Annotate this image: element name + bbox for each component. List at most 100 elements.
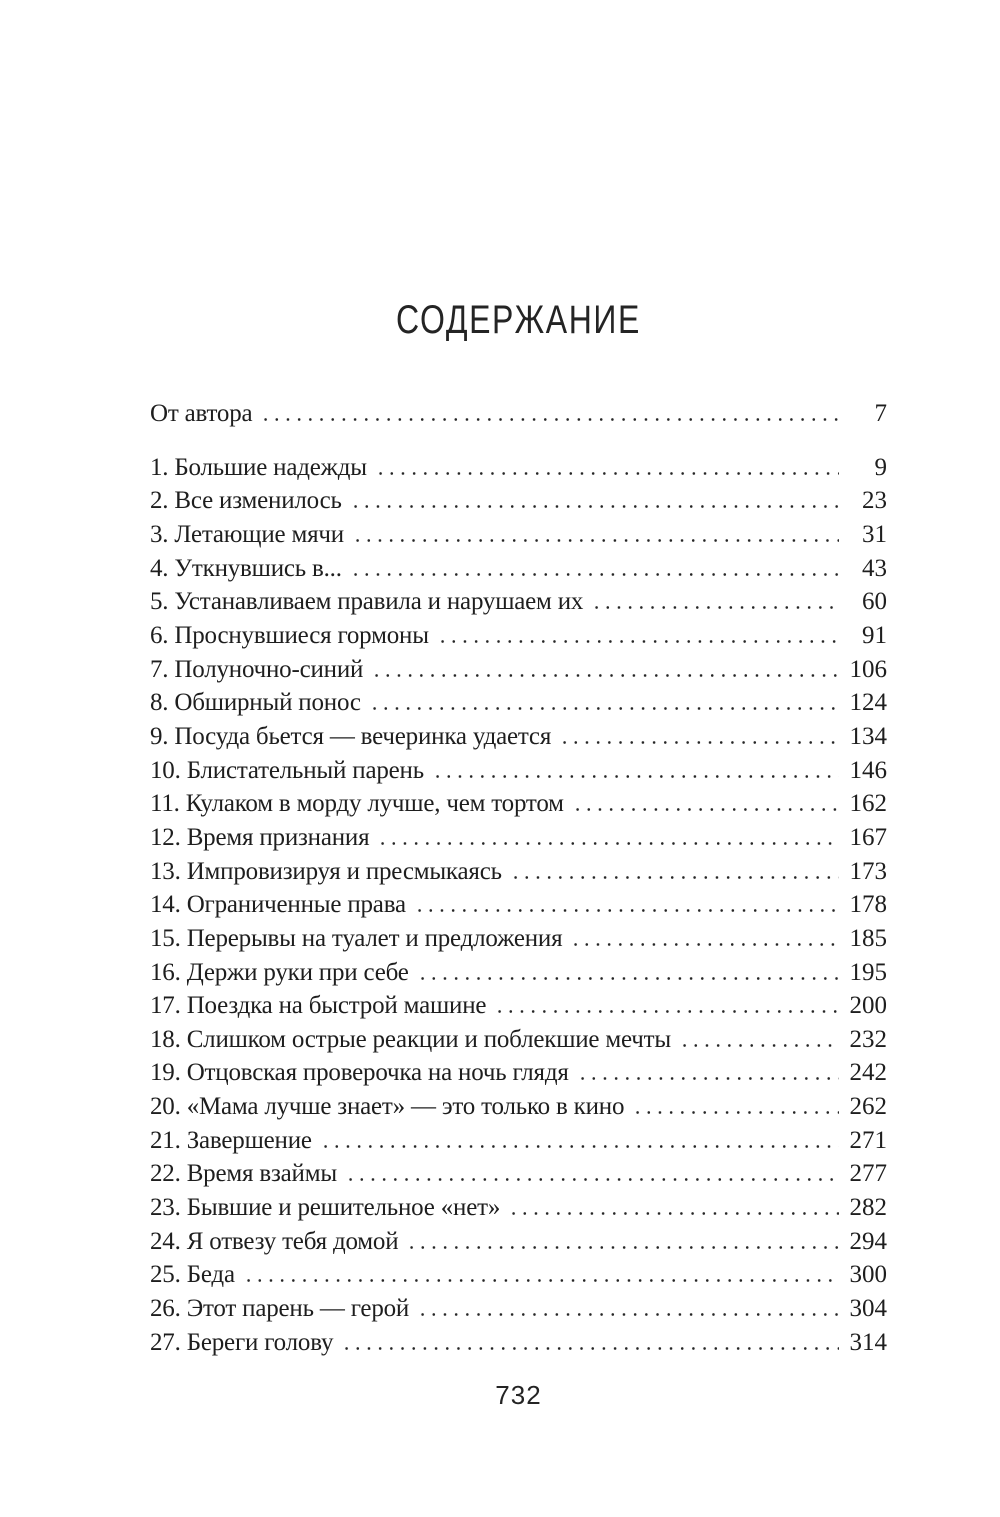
dot-leader bbox=[591, 606, 839, 610]
toc-entry: 18. Слишком острые реакции и поблекшие м… bbox=[150, 1023, 887, 1057]
toc-entry: 1. Большие надежды 9 bbox=[150, 451, 887, 485]
dot-leader bbox=[377, 841, 839, 845]
toc-entry-page: 43 bbox=[862, 554, 887, 582]
toc-entry-page: 294 bbox=[849, 1227, 888, 1255]
page-title: СОДЕРЖАНИЕ bbox=[396, 297, 641, 342]
toc-entry-page: 185 bbox=[849, 924, 888, 952]
toc-entry-page: 7 bbox=[874, 400, 888, 427]
dot-leader bbox=[417, 1313, 839, 1317]
toc-entry: 8. Обширный понос 124 bbox=[150, 686, 887, 720]
toc-entry-page: 9 bbox=[874, 453, 888, 481]
toc-entry: 11. Кулаком в морду лучше, чем тортом 16… bbox=[150, 787, 887, 821]
dot-leader bbox=[436, 639, 839, 643]
toc-entry-page: 124 bbox=[849, 689, 888, 717]
toc-entry-label: 16. Держи руки при себе bbox=[150, 958, 409, 986]
toc-entry: 13. Импровизируя и пресмыкаясь 173 bbox=[150, 855, 887, 889]
toc-entry-page: 282 bbox=[849, 1194, 888, 1222]
dot-leader bbox=[576, 1077, 839, 1081]
toc-entry-label: 22. Время взаймы bbox=[150, 1160, 337, 1188]
toc-entry-label: 2. Все изменилось bbox=[150, 487, 342, 515]
toc-entry-label: 14. Ограниченные права bbox=[150, 891, 406, 919]
dot-leader bbox=[508, 1212, 839, 1216]
dot-leader bbox=[341, 1346, 839, 1350]
toc-entry-page: 200 bbox=[849, 992, 888, 1020]
toc-entry-page: 106 bbox=[849, 655, 888, 683]
toc-entry: 12. Время признания 167 bbox=[150, 821, 887, 855]
toc-entry-label: 6. Проснувшиеся гормоны bbox=[150, 621, 429, 649]
toc-entry-label: 20. «Мама лучше знает» — это только в ки… bbox=[150, 1093, 625, 1121]
toc-entry-label: 23. Бывшие и решительное «нет» bbox=[150, 1194, 501, 1222]
dot-leader bbox=[494, 1010, 839, 1014]
dot-leader bbox=[509, 875, 839, 879]
toc-entry: 24. Я отвезу тебя домой 294 bbox=[150, 1225, 887, 1259]
dot-leader bbox=[319, 1144, 839, 1148]
toc-entry: 2. Все изменилось 23 bbox=[150, 484, 887, 518]
toc-entry: 25. Беда 300 bbox=[150, 1258, 887, 1292]
toc-entry: 23. Бывшие и решительное «нет» 282 bbox=[150, 1191, 887, 1225]
toc-entry-page: 262 bbox=[849, 1093, 888, 1121]
toc-entry: 15. Перерывы на туалет и предложения 185 bbox=[150, 922, 887, 956]
toc-entry-label: 17. Поездка на быстрой машине bbox=[150, 992, 487, 1020]
toc-entry-page: 304 bbox=[849, 1295, 888, 1323]
dot-leader bbox=[413, 909, 839, 913]
toc-entry-page: 314 bbox=[849, 1328, 888, 1356]
toc-entry: 19. Отцовская проверочка на ночь глядя 2… bbox=[150, 1056, 887, 1090]
toc-entry-label: 26. Этот парень — герой bbox=[150, 1295, 410, 1323]
toc-entry-page: 60 bbox=[862, 588, 887, 616]
toc-entry-label: 21. Завершение bbox=[150, 1126, 312, 1154]
toc-entry-page: 178 bbox=[849, 891, 888, 919]
toc-entry: 5. Устанавливаем правила и нарушаем их 6… bbox=[150, 585, 887, 619]
dot-leader bbox=[570, 942, 839, 946]
toc-entry-label: 8. Обширный понос bbox=[150, 689, 361, 717]
dot-leader bbox=[571, 808, 839, 812]
toc-entry-label: 13. Импровизируя и пресмыкаясь bbox=[150, 857, 502, 885]
toc-entry-label: 12. Время признания bbox=[150, 823, 370, 851]
toc-entry-label: 4. Уткнувшись в... bbox=[150, 554, 342, 582]
toc-entry: 7. Полуночно-синий 106 bbox=[150, 653, 887, 687]
toc-entry-page: 232 bbox=[849, 1025, 888, 1053]
toc-entry-page: 173 bbox=[849, 857, 888, 885]
toc-entry: 26. Этот парень — герой 304 bbox=[150, 1292, 887, 1326]
toc-entry: 14. Ограниченные права 178 bbox=[150, 888, 887, 922]
toc-entry-page: 167 bbox=[849, 823, 888, 851]
toc-entry: 3. Летающие мячи 31 bbox=[150, 518, 887, 552]
toc-entry-label: 15. Перерывы на туалет и предложения bbox=[150, 924, 563, 952]
toc-entry-label: 3. Летающие мячи bbox=[150, 520, 344, 548]
dot-leader bbox=[632, 1111, 839, 1115]
toc-entry-label: 9. Посуда бьется — вечеринка удается bbox=[150, 722, 552, 750]
toc-entry: 21. Завершение 271 bbox=[150, 1124, 887, 1158]
toc-entry: 9. Посуда бьется — вечеринка удается 134 bbox=[150, 720, 887, 754]
dot-leader bbox=[374, 471, 839, 475]
toc-list: От автора 7 1. Большие надежды 9 2. Все … bbox=[150, 397, 887, 1359]
toc-entry-label: 19. Отцовская проверочка на ночь глядя bbox=[150, 1059, 569, 1087]
toc-entry-page: 277 bbox=[849, 1160, 888, 1188]
toc-entry-page: 271 bbox=[849, 1126, 888, 1154]
toc-entry-page: 242 bbox=[849, 1059, 888, 1087]
toc-entry-page: 300 bbox=[849, 1261, 888, 1289]
dot-leader bbox=[344, 1178, 839, 1182]
toc-entry-page: 162 bbox=[849, 790, 888, 818]
toc-entry-label: 27. Береги голову bbox=[150, 1328, 334, 1356]
toc-entry: 6. Проснувшиеся гормоны 91 bbox=[150, 619, 887, 653]
toc-entry-page: 23 bbox=[862, 487, 887, 515]
dot-leader bbox=[351, 538, 839, 542]
toc-entry: 10. Блистательный парень 146 bbox=[150, 754, 887, 788]
toc-entry-page: 31 bbox=[862, 520, 887, 548]
dot-leader bbox=[368, 707, 839, 711]
toc-entry-label: 5. Устанавливаем правила и нарушаем их bbox=[150, 588, 584, 616]
toc-entry-label: 18. Слишком острые реакции и поблекшие м… bbox=[150, 1025, 671, 1053]
toc-entry-page: 91 bbox=[862, 621, 887, 649]
toc-entry: 4. Уткнувшись в... 43 bbox=[150, 552, 887, 586]
dot-leader bbox=[371, 673, 839, 677]
dot-leader bbox=[431, 774, 839, 778]
toc-entry: От автора 7 bbox=[150, 397, 887, 431]
toc-entry-label: 11. Кулаком в морду лучше, чем тортом bbox=[150, 790, 564, 818]
toc-entry-label: От автора bbox=[150, 400, 253, 427]
dot-leader bbox=[559, 740, 839, 744]
toc-entry: 17. Поездка на быстрой машине 200 bbox=[150, 989, 887, 1023]
dot-leader bbox=[416, 976, 839, 980]
toc-entry-label: 10. Блистательный парень bbox=[150, 756, 424, 784]
toc-entry-label: 25. Беда bbox=[150, 1261, 235, 1289]
toc-entry-label: 24. Я отвезу тебя домой bbox=[150, 1227, 399, 1255]
